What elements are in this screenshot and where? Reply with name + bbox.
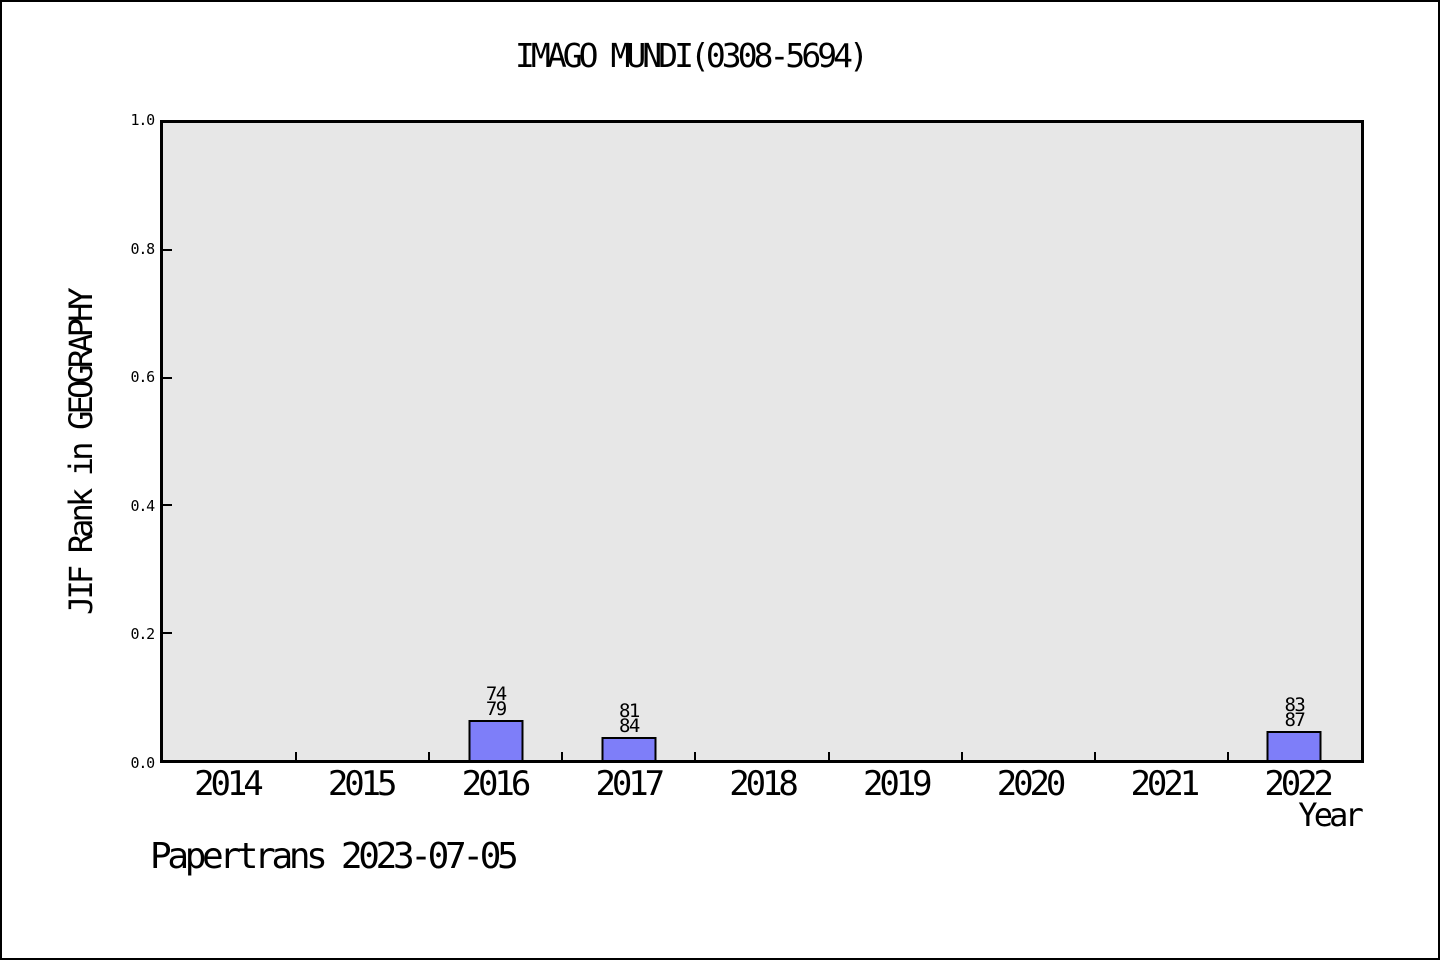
x-tick-mark: [694, 752, 697, 760]
x-axis-label: Year: [1298, 796, 1364, 834]
bar-label-rank: 81: [618, 700, 640, 723]
bar-label-total: 84: [618, 715, 640, 738]
y-tick-label: 0.2: [130, 625, 156, 644]
footer-text: Papertrans 2023-07-05: [150, 836, 519, 877]
bar-label-total: 79: [485, 697, 507, 720]
x-tick-label-2015: 2015: [327, 764, 398, 804]
bar-label-2017: 81 84: [618, 700, 640, 738]
y-tick-label: 0.4: [130, 496, 156, 515]
plot-area: 74 79 81 84 83 87: [160, 120, 1364, 763]
x-tick-label-2017: 2017: [595, 764, 665, 804]
x-tick-mark: [295, 752, 298, 760]
bar-label-total: 87: [1284, 708, 1306, 731]
x-tick-labels: 2014 2015 2016 2017 2018 2019 2020 2021 2022: [160, 764, 1364, 804]
bar-2017: [601, 737, 657, 760]
x-tick-mark: [561, 752, 564, 760]
y-tick-label: 0.0: [130, 754, 156, 772]
x-tick-label-2014: 2014: [194, 764, 264, 804]
x-tick-mark: [1093, 752, 1096, 760]
bar-label-2016: 74 79: [485, 682, 507, 720]
y-tick-label: 0.6: [130, 368, 156, 387]
bar-2022: [1266, 730, 1322, 760]
y-tick-label: 1.0: [130, 111, 156, 129]
y-tick-mark: [163, 249, 172, 252]
bar-2016: [468, 719, 524, 760]
x-tick-label-2019: 2019: [862, 764, 933, 804]
x-tick-mark: [1226, 752, 1229, 760]
x-tick-label-2020: 2020: [996, 764, 1067, 804]
x-tick-label-2021: 2021: [1130, 764, 1201, 804]
x-tick-label-2022: 2022: [1264, 764, 1334, 804]
x-tick-mark: [428, 752, 431, 760]
y-tick-mark: [163, 631, 172, 634]
y-tick-labels: 1.0 0.8 0.6 0.4 0.2 0.0: [2, 111, 156, 772]
x-tick-label-2018: 2018: [729, 764, 799, 804]
y-tick-mark: [163, 376, 172, 379]
y-tick-label: 0.8: [130, 239, 156, 258]
bar-label-2022: 83 87: [1284, 693, 1306, 731]
bar-label-rank: 83: [1284, 693, 1306, 716]
x-tick-label-2016: 2016: [461, 764, 532, 804]
x-tick-mark: [960, 752, 963, 760]
bar-label-rank: 74: [485, 682, 507, 705]
x-tick-mark: [827, 752, 830, 760]
chart-title: IMAGO MUNDI(0308-5694): [515, 36, 869, 75]
y-tick-mark: [163, 504, 172, 507]
